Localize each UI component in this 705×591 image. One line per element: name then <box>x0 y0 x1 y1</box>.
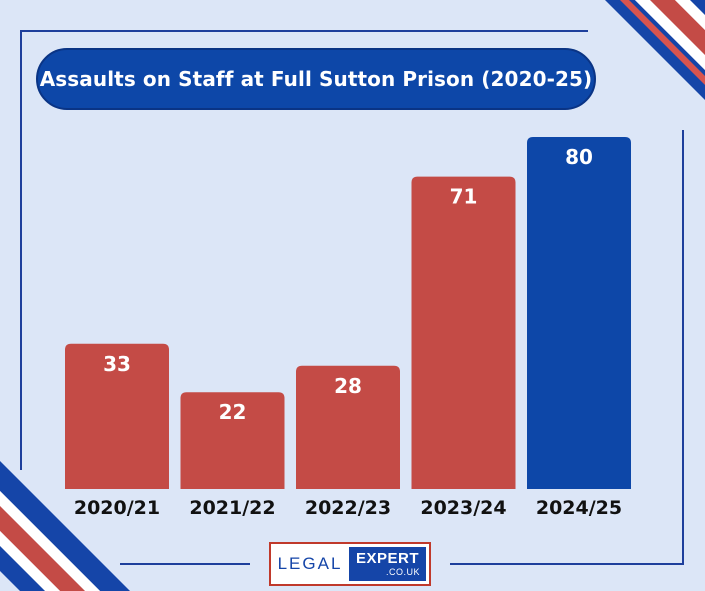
legal-expert-logo[interactable]: LEGAL EXPERT .CO.UK <box>269 542 431 586</box>
x-tick-label-2020/21: 2020/21 <box>74 497 160 519</box>
data-label-2024/25: 80 <box>565 145 593 169</box>
frame-line-top <box>20 30 588 32</box>
x-tick-label-2023/24: 2023/24 <box>420 497 506 519</box>
data-label-2020/21: 33 <box>103 352 131 376</box>
chart-title: Assaults on Staff at Full Sutton Prison … <box>39 67 593 91</box>
logo-right-text: EXPERT <box>355 550 419 567</box>
x-tick-label-2022/23: 2022/23 <box>305 497 391 519</box>
corner-stripes-bottom-left <box>0 411 180 591</box>
frame-line-left <box>20 30 22 470</box>
data-label-2022/23: 28 <box>334 374 362 398</box>
bar-2020/21[interactable] <box>65 343 169 489</box>
x-tick-label-2024/25: 2024/25 <box>536 497 622 519</box>
bar-2023/24[interactable] <box>411 176 516 489</box>
frame-line-bottom-left <box>120 563 250 565</box>
corner-stripes-top-right <box>525 0 705 180</box>
logo-right-panel: EXPERT .CO.UK <box>349 547 426 581</box>
data-label-2023/24: 71 <box>450 185 478 209</box>
bar-2022/23[interactable] <box>296 365 400 489</box>
bar-2021/22[interactable] <box>180 392 285 489</box>
logo-left-text: LEGAL <box>277 554 343 573</box>
x-tick-label-2021/22: 2021/22 <box>189 497 275 519</box>
logo-sub-text: .CO.UK <box>385 567 420 577</box>
frame-line-right <box>682 130 684 565</box>
frame-line-bottom-right <box>450 563 684 565</box>
logo-left-panel: LEGAL <box>271 544 349 584</box>
chart-title-banner: Assaults on Staff at Full Sutton Prison … <box>36 48 596 110</box>
bar-2024/25[interactable] <box>527 137 631 489</box>
data-label-2021/22: 22 <box>219 400 247 424</box>
